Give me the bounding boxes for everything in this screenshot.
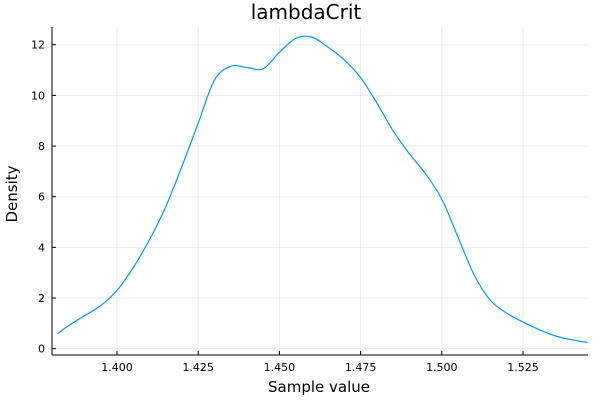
y-tick-label: 10 xyxy=(31,89,45,102)
x-tick-label: 1.475 xyxy=(345,361,377,374)
x-tick-label: 1.450 xyxy=(264,361,296,374)
axes xyxy=(51,27,588,356)
x-axis-title: Sample value xyxy=(268,378,370,396)
x-axis-ticks: 1.400 1.425 1.450 1.475 1.500 1.525 xyxy=(101,351,539,374)
y-tick-label: 4 xyxy=(38,241,45,254)
x-tick-label: 1.425 xyxy=(182,361,214,374)
x-tick-label: 1.400 xyxy=(101,361,133,374)
series-layer xyxy=(57,35,588,343)
chart-title: lambdaCrit xyxy=(251,0,362,24)
grid xyxy=(52,27,588,355)
y-tick-label: 8 xyxy=(38,140,45,153)
y-tick-label: 12 xyxy=(31,39,45,52)
y-axis-title: Density xyxy=(3,165,21,222)
x-tick-label: 1.525 xyxy=(507,361,539,374)
y-tick-label: 0 xyxy=(38,343,45,356)
y-axis-ticks: 0 2 4 6 8 10 12 xyxy=(31,39,56,356)
density-curve xyxy=(57,35,588,343)
y-tick-label: 2 xyxy=(38,292,45,305)
x-tick-label: 1.500 xyxy=(426,361,458,374)
y-tick-label: 6 xyxy=(38,191,45,204)
